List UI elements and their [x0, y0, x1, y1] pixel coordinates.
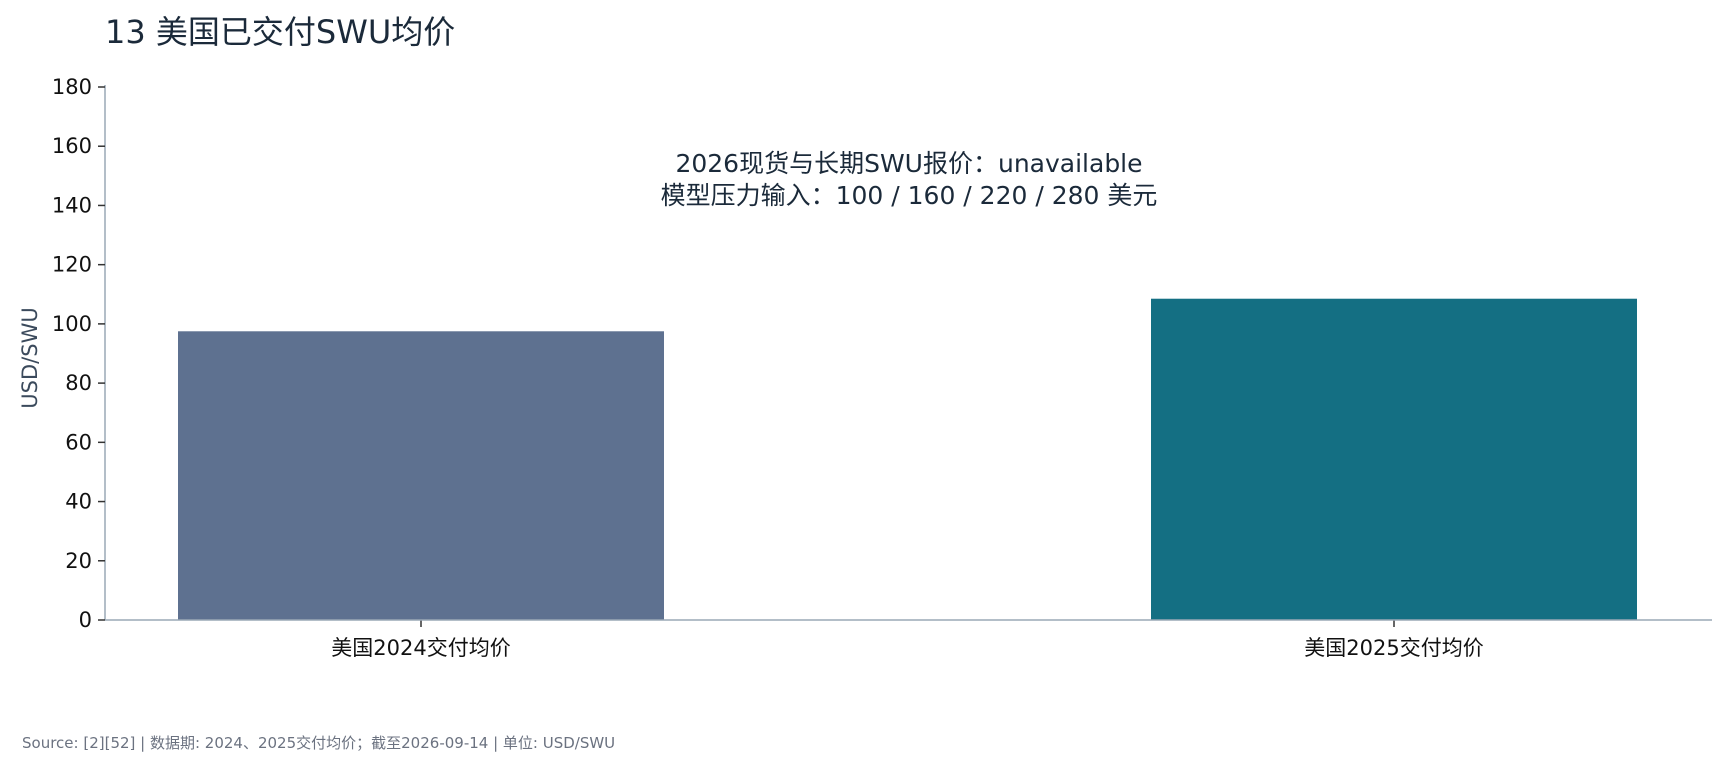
chart-annotation: 2026现货与长期SWU报价：unavailable 模型压力输入：100 / … [661, 149, 1158, 210]
annotation-line-1: 2026现货与长期SWU报价：unavailable [675, 149, 1142, 178]
source-note: Source: [2][52] | 数据期: 2024、2025交付均价；截至2… [22, 734, 615, 752]
bar-series [178, 298, 1637, 620]
y-tick-label: 180 [52, 75, 92, 99]
x-tick-label: 美国2025交付均价 [1304, 636, 1483, 660]
y-tick-label: 120 [52, 253, 92, 277]
y-tick-label: 40 [65, 490, 92, 514]
y-axis-label: USD/SWU [18, 307, 42, 408]
chart-title: 13 美国已交付SWU均价 [105, 13, 455, 51]
y-tick-label: 80 [65, 371, 92, 395]
x-axis: 美国2024交付均价 美国2025交付均价 [105, 619, 1712, 660]
y-tick-label: 100 [52, 312, 92, 336]
bar-2 [1151, 298, 1637, 620]
bar-1 [178, 331, 664, 620]
x-tick-label: 美国2024交付均价 [331, 636, 510, 660]
y-axis: 0 20 40 60 80 100 120 140 160 180 [52, 75, 106, 632]
y-tick-label: 0 [79, 608, 92, 632]
y-tick-label: 140 [52, 193, 92, 217]
y-tick-label: 60 [65, 430, 92, 454]
annotation-line-2: 模型压力输入：100 / 160 / 220 / 280 美元 [661, 181, 1158, 210]
y-tick-label: 160 [52, 134, 92, 158]
y-tick-label: 20 [65, 549, 92, 573]
